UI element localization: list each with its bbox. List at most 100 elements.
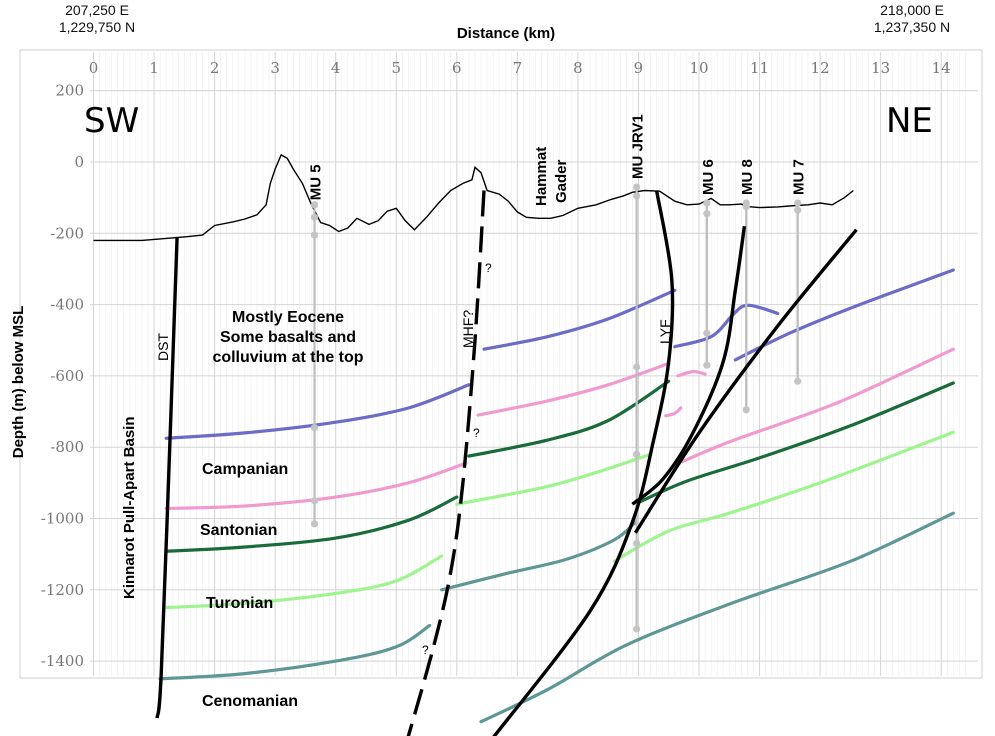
y-tick-label: 200 (55, 82, 84, 100)
fault-line (631, 225, 747, 506)
well-label: MU 5 (308, 164, 325, 200)
well-marker (310, 497, 319, 505)
sw-label: SW (84, 101, 139, 141)
well: MU 7 (791, 159, 808, 385)
horizon-line (164, 554, 444, 610)
fault-line (406, 190, 486, 736)
topography-line (93, 153, 854, 242)
basin-label: Kinnarot Pull-Apart Basin (121, 416, 138, 599)
left-corner-northing: 1,229,750 N (58, 19, 136, 35)
x-tick-label: 5 (391, 59, 401, 77)
fault-line (492, 190, 675, 736)
santonian-label: Santonian (200, 522, 277, 539)
well: MU 6 (700, 159, 717, 369)
well-marker (310, 423, 319, 432)
hammat-label: Hammat (533, 147, 550, 206)
x-tick-label: 11 (750, 59, 769, 77)
x-tick-label: 1 (149, 59, 159, 77)
horizon-line (440, 520, 637, 592)
well-label: MU 7 (791, 159, 808, 195)
horizon-line (164, 461, 468, 511)
question-mark-3: ? (422, 643, 429, 657)
well-marker (633, 183, 641, 191)
x-tick-label: 4 (331, 59, 341, 77)
question-mark-1: ? (485, 261, 492, 275)
x-axis-label: Distance (km) (457, 25, 555, 42)
well: MU 5 (308, 164, 325, 528)
gader-label: Gader (553, 159, 570, 203)
y-tick-label: -1000 (41, 510, 84, 528)
question-marks: ? ? ? (422, 261, 492, 657)
well-marker (794, 199, 802, 207)
campanian-label: Campanian (202, 461, 288, 478)
well-marker (310, 231, 319, 239)
x-tick-label: 6 (452, 59, 462, 77)
well-marker (703, 329, 711, 337)
horizon-line (664, 406, 683, 418)
well-marker (633, 539, 641, 548)
well-label: MU 8 (739, 159, 756, 195)
well-marker (633, 625, 641, 633)
y-tick-labels: 200 0 -200 -400 -600 -800 -1000 -1200 -1400 (41, 82, 84, 670)
well-marker (794, 377, 802, 385)
x-tick-label: 14 (932, 59, 951, 77)
well-marker (310, 520, 319, 528)
horizon-line (476, 361, 671, 417)
horizon-line (467, 379, 671, 458)
horizon-line (482, 288, 677, 351)
horizon-line (158, 623, 432, 681)
well: MU JRV1 (630, 114, 647, 633)
well-marker (310, 201, 319, 209)
eocene-line-1: Mostly Eocene (232, 309, 344, 326)
well-marker (703, 199, 711, 207)
turonian-label: Turonian (206, 595, 273, 612)
x-tick-label: 3 (270, 59, 280, 77)
horizon-line (679, 347, 955, 464)
unit-labels: Campanian Santonian Turonian Cenomanian (200, 461, 298, 710)
left-corner-coordinates: 207,250 E 1,229,750 N (22, 2, 172, 36)
ne-label: NE (886, 101, 933, 141)
eocene-line-3: colluvium at the top (212, 349, 363, 366)
well-marker (633, 450, 641, 458)
x-tick-label: 2 (210, 59, 220, 77)
well-marker (633, 363, 641, 371)
well-marker (742, 406, 750, 414)
x-tick-label: 13 (871, 59, 890, 77)
horizons (158, 268, 955, 724)
well-marker (703, 361, 711, 369)
question-mark-2: ? (473, 426, 480, 440)
horizon-line (612, 430, 955, 563)
horizon-line (164, 495, 459, 553)
y-axis-label: Depth (m) below MSL (10, 306, 27, 459)
well-marker (703, 210, 711, 218)
y-tick-label: -400 (50, 296, 84, 314)
y-tick-label: -800 (50, 438, 84, 456)
x-tick-label: 10 (689, 59, 708, 77)
y-tick-label: -200 (50, 224, 84, 242)
y-tick-label: -1200 (41, 581, 84, 599)
x-tick-label: 12 (811, 59, 830, 77)
well-marker (742, 202, 750, 211)
faults (155, 190, 858, 736)
well-marker (310, 213, 319, 221)
mhf-label: MHF? (460, 310, 476, 348)
wells: MU 5 MU JRV1 MU 6 MU 8 MU 7 (308, 114, 808, 633)
x-tick-label: 9 (634, 59, 644, 77)
horizon-line (164, 383, 471, 440)
y-tick-label: -1400 (41, 652, 84, 670)
right-corner-northing: 1,237,350 N (873, 19, 951, 35)
hammat-gader-label: Hammat Gader (533, 147, 570, 206)
dst-label: DST (155, 333, 171, 361)
well-marker (794, 206, 802, 214)
x-tick-label: 0 (89, 59, 99, 77)
x-tick-label: 8 (573, 59, 583, 77)
right-corner-coordinates: 218,000 E 1,237,350 N (837, 2, 987, 36)
cenomanian-label: Cenomanian (202, 693, 298, 710)
well: MU 8 (739, 159, 756, 414)
horizon-line (636, 381, 955, 505)
horizon-line (479, 511, 955, 724)
x-tick-labels: 0 1 2 3 4 5 6 7 8 9 10 11 12 13 14 (89, 59, 951, 77)
fault-line (155, 236, 179, 719)
horizon-line (455, 452, 653, 506)
